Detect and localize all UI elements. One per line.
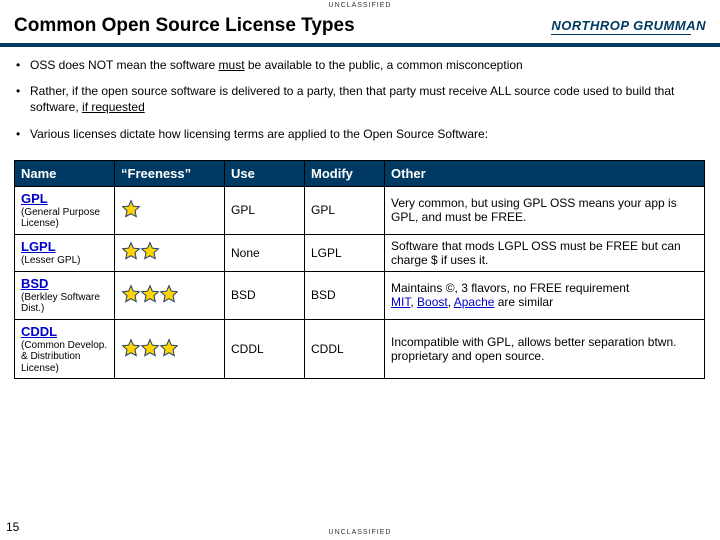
related-license-link[interactable]: MIT (391, 295, 410, 309)
classification-top: UNCLASSIFIED (0, 0, 720, 11)
th-name: Name (15, 160, 115, 186)
star-icon (121, 241, 141, 261)
related-license-link[interactable]: Apache (454, 295, 495, 309)
cell-freeness (115, 271, 225, 319)
license-name-link[interactable]: BSD (21, 276, 48, 291)
related-license-link[interactable]: Boost (417, 295, 448, 309)
star-icon (140, 241, 160, 261)
cell-modify: CDDL (305, 319, 385, 379)
cell-name: GPL(General Purpose License) (15, 186, 115, 234)
star-icon (159, 284, 179, 304)
cell-other: Maintains ©, 3 flavors, no FREE requirem… (385, 271, 705, 319)
cell-name: CDDL(Common Develop. & Distribution Lice… (15, 319, 115, 379)
cell-freeness (115, 186, 225, 234)
cell-name: BSD(Berkley Software Dist.) (15, 271, 115, 319)
license-name-sub: (Lesser GPL) (21, 255, 108, 267)
star-icon (121, 284, 141, 304)
table-body: GPL(General Purpose License)GPLGPLVery c… (15, 186, 705, 379)
logo-text: NORTHROP GRUMMAN (551, 18, 706, 33)
th-modify: Modify (305, 160, 385, 186)
cell-modify: GPL (305, 186, 385, 234)
star-icon (121, 338, 141, 358)
th-freeness: “Freeness” (115, 160, 225, 186)
cell-other: Very common, but using GPL OSS means you… (385, 186, 705, 234)
license-name-sub: (General Purpose License) (21, 207, 108, 230)
th-other: Other (385, 160, 705, 186)
license-name-link[interactable]: LGPL (21, 239, 56, 254)
cell-freeness (115, 319, 225, 379)
header-rule (0, 43, 720, 47)
cell-use: CDDL (225, 319, 305, 379)
table-row: CDDL(Common Develop. & Distribution Lice… (15, 319, 705, 379)
license-name-sub: (Berkley Software Dist.) (21, 292, 108, 315)
bullet-item: Various licenses dictate how licensing t… (30, 126, 702, 142)
bullet-item: Rather, if the open source software is d… (30, 83, 702, 115)
license-name-sub: (Common Develop. & Distribution License) (21, 340, 108, 375)
cell-other: Software that mods LGPL OSS must be FREE… (385, 234, 705, 271)
th-use: Use (225, 160, 305, 186)
cell-other: Incompatible with GPL, allows better sep… (385, 319, 705, 379)
cell-use: BSD (225, 271, 305, 319)
logo-underline (551, 34, 691, 35)
table-row: BSD(Berkley Software Dist.)BSDBSDMaintai… (15, 271, 705, 319)
cell-modify: LGPL (305, 234, 385, 271)
star-icon (140, 338, 160, 358)
bullet-list: OSS does NOT mean the software must be a… (0, 57, 720, 160)
cell-name: LGPL(Lesser GPL) (15, 234, 115, 271)
logo-block: NORTHROP GRUMMAN (551, 18, 706, 35)
page-title: Common Open Source License Types (14, 15, 355, 37)
table-row: LGPL(Lesser GPL)NoneLGPLSoftware that mo… (15, 234, 705, 271)
license-table: Name “Freeness” Use Modify Other GPL(Gen… (14, 160, 705, 380)
license-name-link[interactable]: GPL (21, 191, 48, 206)
cell-modify: BSD (305, 271, 385, 319)
star-icon (159, 338, 179, 358)
cell-use: GPL (225, 186, 305, 234)
header: Common Open Source License Types NORTHRO… (0, 11, 720, 43)
star-icon (140, 284, 160, 304)
bullet-item: OSS does NOT mean the software must be a… (30, 57, 702, 73)
classification-bottom: UNCLASSIFIED (0, 529, 720, 536)
license-name-link[interactable]: CDDL (21, 324, 57, 339)
cell-freeness (115, 234, 225, 271)
table-header-row: Name “Freeness” Use Modify Other (15, 160, 705, 186)
table-row: GPL(General Purpose License)GPLGPLVery c… (15, 186, 705, 234)
cell-use: None (225, 234, 305, 271)
star-icon (121, 199, 141, 219)
